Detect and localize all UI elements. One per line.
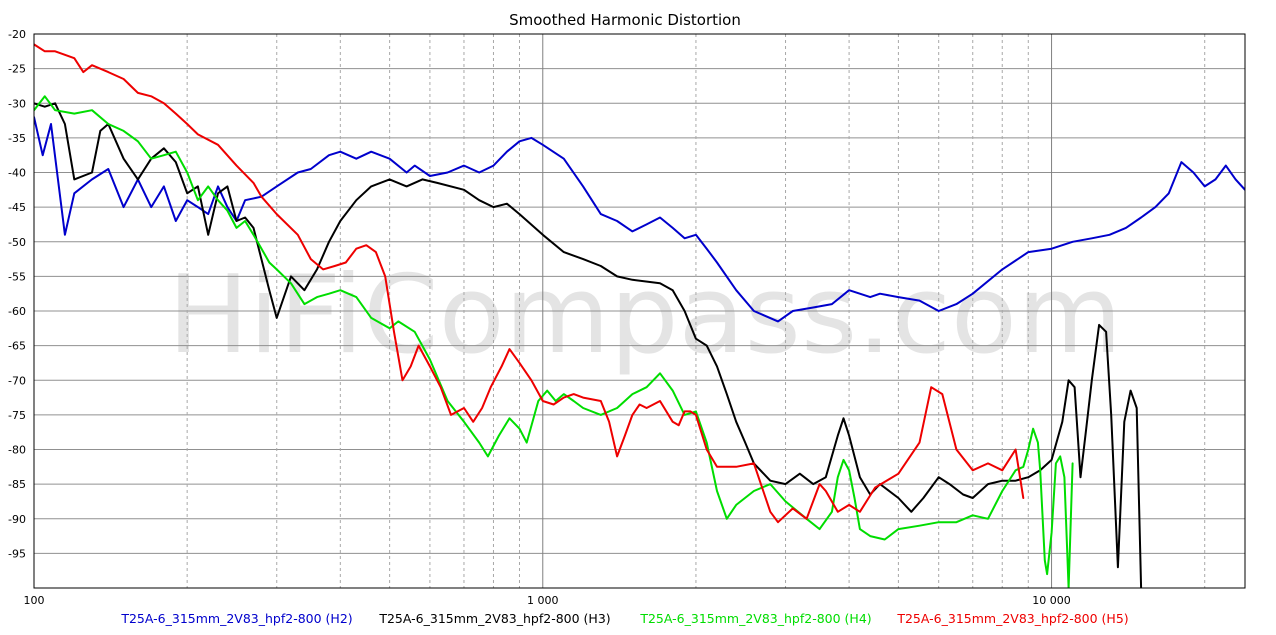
series-line-h3 [34,102,1143,588]
y-tick-label: -85 [8,478,26,491]
x-tick-label: 1 000 [527,594,559,607]
y-tick-label: -40 [8,167,26,180]
y-tick-label: -80 [8,444,26,457]
grid-lines [34,34,1245,588]
series-line-h5 [34,43,1025,524]
series-lines [34,43,1245,588]
series-line-h4 [34,95,1074,588]
y-axis-ticks: -20 -25 -30 -35 -40 -45 -50 -55 -60 -65 -70 -75 -80 -… [8,28,26,560]
y-tick-label: -55 [8,270,26,283]
y-tick-label: -30 [8,97,26,110]
x-tick-label: 10 000 [1032,594,1071,607]
chart-title: Smoothed Harmonic Distortion [509,11,741,29]
y-tick-label: -75 [8,409,26,422]
y-tick-label: -65 [8,340,26,353]
legend-entry-h4: T25A-6_315mm_2V83_hpf2-800 (H4) [639,611,871,626]
y-tick-label: -35 [8,132,26,145]
legend-entry-h2: T25A-6_315mm_2V83_hpf2-800 (H2) [120,611,352,626]
series-line-h2 [34,116,1245,323]
y-tick-label: -70 [8,374,26,387]
y-tick-label: -25 [8,63,26,76]
y-tick-label: -45 [8,201,26,214]
legend-entry-h5: T25A-6_315mm_2V83_hpf2-800 (H5) [896,611,1128,626]
y-tick-label: -90 [8,513,26,526]
y-tick-label: -95 [8,547,26,560]
legend: T25A-6_315mm_2V83_hpf2-800 (H2) T25A-6_31… [120,611,1128,626]
x-axis-ticks: 100 1 000 10 000 [24,594,1071,607]
plot-frame [33,33,1246,589]
y-tick-label: -50 [8,236,26,249]
legend-entry-h3: T25A-6_315mm_2V83_hpf2-800 (H3) [378,611,610,626]
x-tick-label: 100 [24,594,45,607]
y-tick-label: -20 [8,28,26,41]
watermark-text: HiFiCompass.com [168,253,1122,378]
y-tick-label: -60 [8,305,26,318]
